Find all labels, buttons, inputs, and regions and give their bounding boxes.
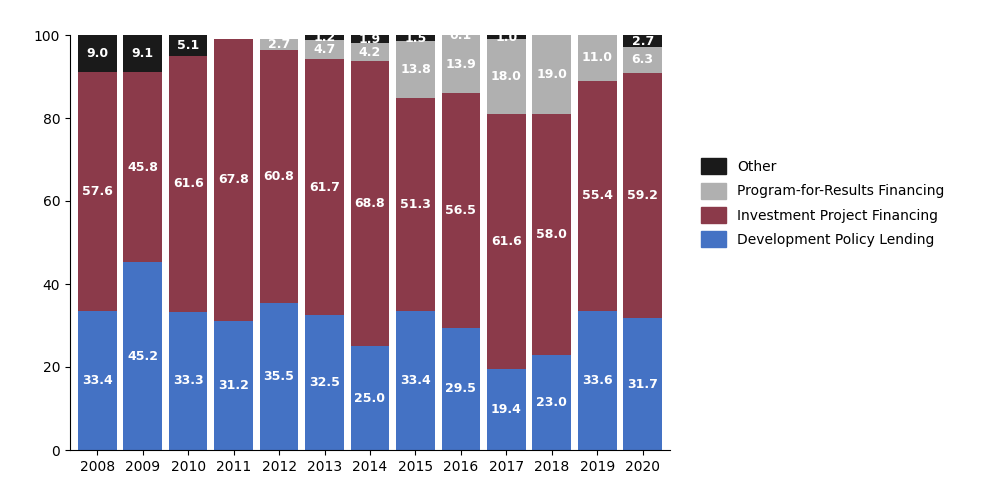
Bar bbox=[578, 310, 617, 450]
Text: 45.8: 45.8 bbox=[127, 161, 158, 174]
Text: 13.8: 13.8 bbox=[400, 64, 431, 76]
Bar bbox=[623, 36, 662, 46]
Bar bbox=[305, 59, 344, 315]
Text: 25.0: 25.0 bbox=[354, 392, 385, 404]
Text: 23.0: 23.0 bbox=[536, 396, 567, 409]
Bar bbox=[396, 312, 435, 450]
Bar bbox=[123, 262, 162, 450]
Text: 19.4: 19.4 bbox=[491, 403, 522, 416]
Bar bbox=[260, 50, 298, 302]
Text: 19.0: 19.0 bbox=[536, 68, 567, 81]
Text: 2.7: 2.7 bbox=[632, 34, 654, 48]
Bar bbox=[396, 41, 435, 98]
Text: 33.4: 33.4 bbox=[82, 374, 113, 387]
Text: 55.4: 55.4 bbox=[582, 189, 613, 202]
Bar bbox=[260, 39, 298, 50]
Bar bbox=[123, 72, 162, 262]
Bar bbox=[532, 354, 571, 450]
Text: 2.7: 2.7 bbox=[268, 38, 290, 52]
Bar bbox=[351, 36, 389, 44]
Text: 4.2: 4.2 bbox=[359, 46, 381, 59]
Bar bbox=[305, 40, 344, 59]
Text: 45.2: 45.2 bbox=[127, 350, 158, 362]
Bar bbox=[396, 98, 435, 312]
Bar bbox=[214, 39, 253, 320]
Text: 1.0: 1.0 bbox=[495, 30, 517, 44]
Bar bbox=[78, 35, 117, 72]
Bar bbox=[169, 312, 207, 450]
Bar bbox=[305, 34, 344, 40]
Text: 29.5: 29.5 bbox=[445, 382, 476, 396]
Text: 33.3: 33.3 bbox=[173, 374, 203, 388]
Bar bbox=[623, 73, 662, 318]
Text: 9.0: 9.0 bbox=[86, 47, 108, 60]
Text: 60.8: 60.8 bbox=[264, 170, 294, 183]
Text: 67.8: 67.8 bbox=[218, 174, 249, 186]
Text: 0.1: 0.1 bbox=[450, 28, 472, 42]
Bar bbox=[351, 346, 389, 450]
Text: 6.3: 6.3 bbox=[632, 53, 654, 66]
Text: 35.5: 35.5 bbox=[264, 370, 295, 383]
Text: 61.6: 61.6 bbox=[491, 235, 522, 248]
Text: 13.9: 13.9 bbox=[446, 58, 476, 71]
Bar bbox=[623, 46, 662, 73]
Text: 51.3: 51.3 bbox=[400, 198, 431, 211]
Bar bbox=[351, 44, 389, 60]
Text: 58.0: 58.0 bbox=[536, 228, 567, 240]
Bar bbox=[487, 114, 526, 370]
Text: 57.6: 57.6 bbox=[82, 186, 113, 198]
Bar bbox=[623, 318, 662, 450]
Bar bbox=[487, 370, 526, 450]
Bar bbox=[351, 60, 389, 346]
Text: 61.6: 61.6 bbox=[173, 178, 204, 190]
Bar bbox=[578, 80, 617, 310]
Bar bbox=[442, 36, 480, 93]
Bar bbox=[214, 320, 253, 450]
Bar bbox=[532, 35, 571, 114]
Text: 11.0: 11.0 bbox=[582, 52, 613, 64]
Bar bbox=[78, 312, 117, 450]
Text: 9.1: 9.1 bbox=[132, 47, 154, 60]
Bar bbox=[260, 302, 298, 450]
Bar bbox=[169, 35, 207, 56]
Bar bbox=[487, 35, 526, 39]
Text: 56.5: 56.5 bbox=[445, 204, 476, 217]
Text: 31.7: 31.7 bbox=[627, 378, 658, 390]
Text: 31.2: 31.2 bbox=[218, 379, 249, 392]
Bar bbox=[487, 39, 526, 114]
Bar bbox=[78, 72, 117, 312]
Bar bbox=[305, 315, 344, 450]
Text: 4.7: 4.7 bbox=[313, 43, 336, 56]
Bar bbox=[169, 56, 207, 312]
Legend: Other, Program-for-Results Financing, Investment Project Financing, Development : Other, Program-for-Results Financing, In… bbox=[701, 158, 944, 248]
Bar bbox=[123, 34, 162, 72]
Bar bbox=[396, 35, 435, 41]
Text: 68.8: 68.8 bbox=[355, 197, 385, 210]
Bar bbox=[532, 114, 571, 354]
Text: 5.1: 5.1 bbox=[177, 39, 199, 52]
Text: 1.2: 1.2 bbox=[313, 30, 336, 44]
Text: 61.7: 61.7 bbox=[309, 180, 340, 194]
Text: 33.4: 33.4 bbox=[400, 374, 431, 387]
Text: 18.0: 18.0 bbox=[491, 70, 522, 83]
Text: 1.5: 1.5 bbox=[404, 32, 427, 44]
Text: 33.6: 33.6 bbox=[582, 374, 613, 387]
Text: 59.2: 59.2 bbox=[627, 189, 658, 202]
Text: 1.9: 1.9 bbox=[359, 33, 381, 46]
Text: 32.5: 32.5 bbox=[309, 376, 340, 389]
Bar bbox=[578, 35, 617, 80]
Bar bbox=[442, 328, 480, 450]
Bar bbox=[442, 93, 480, 328]
